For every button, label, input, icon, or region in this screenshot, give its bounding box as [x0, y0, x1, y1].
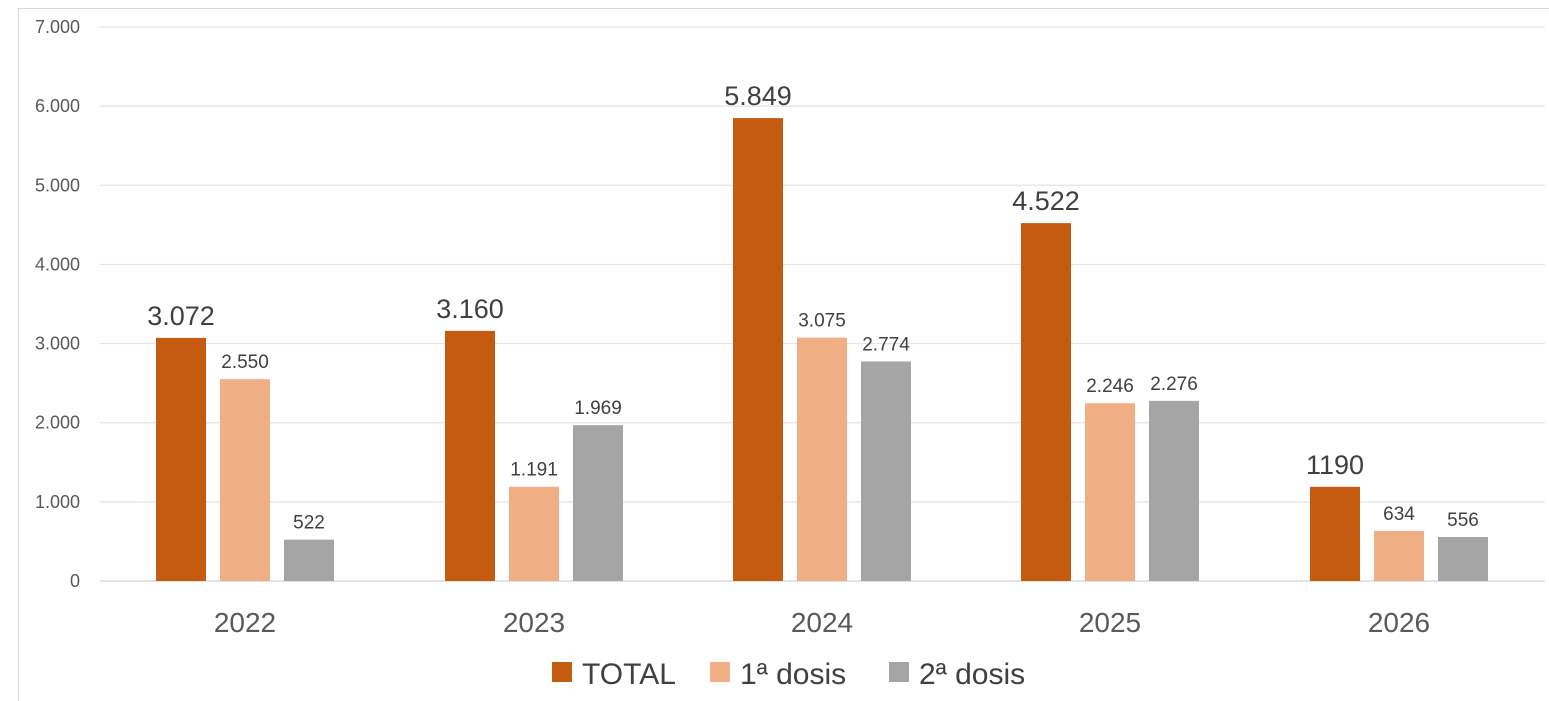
y-tick-label: 5.000	[35, 175, 80, 195]
data-label: 1.191	[510, 460, 558, 481]
bar-total-2024	[733, 118, 783, 581]
legend-label: TOTAL	[582, 658, 676, 691]
bar-second-dose-2022	[284, 539, 334, 581]
y-tick-label: 0	[70, 571, 80, 591]
data-label: 2.276	[1150, 374, 1198, 395]
frame-border-left	[18, 8, 19, 701]
y-tick-label: 2.000	[35, 413, 80, 433]
legend: TOTAL 1ª dosis 2ª dosis	[552, 658, 1025, 691]
data-label: 4.522	[1012, 186, 1080, 216]
bar-first-dose-2022	[220, 379, 270, 581]
x-tick-label: 2025	[1079, 607, 1141, 638]
data-label: 3.160	[436, 294, 504, 324]
data-label: 1.969	[574, 398, 622, 419]
bar-first-dose-2024	[797, 337, 847, 581]
bar-second-dose-2023	[573, 425, 623, 581]
bar-first-dose-2026	[1374, 530, 1424, 581]
bar-total-2026	[1310, 486, 1360, 581]
x-tick-label: 2022	[214, 607, 276, 638]
y-tick-label: 6.000	[35, 96, 80, 116]
y-tick-label: 1.000	[35, 492, 80, 512]
bar-total-2022	[156, 337, 206, 581]
bar-total-2023	[445, 330, 495, 581]
legend-item: 1ª dosis	[710, 658, 846, 691]
bar-second-dose-2024	[861, 361, 911, 581]
x-tick-label: 2024	[791, 607, 853, 638]
bar-second-dose-2026	[1438, 536, 1488, 581]
data-label: 522	[293, 513, 325, 534]
y-tick-label: 3.000	[35, 334, 80, 354]
y-axis-ticks: 0 1.000 2.000 3.000 4.000 5.000 6.000 7.000	[35, 17, 80, 591]
bars	[156, 118, 1488, 581]
legend-item: 2ª dosis	[889, 658, 1025, 691]
bar-first-dose-2025	[1085, 403, 1135, 581]
x-axis-ticks: 2022 2023 2024 2025 2026	[214, 607, 1430, 638]
x-tick-label: 2026	[1368, 607, 1430, 638]
legend-label: 2ª dosis	[919, 658, 1025, 691]
data-label: 3.072	[147, 301, 215, 331]
data-label: 5.849	[724, 81, 792, 111]
legend-label: 1ª dosis	[740, 658, 846, 691]
data-label: 556	[1447, 510, 1479, 531]
frame-border-top	[18, 8, 1549, 9]
data-label: 2.550	[221, 352, 269, 373]
data-label: 2.774	[862, 334, 910, 355]
y-tick-label: 4.000	[35, 254, 80, 274]
bar-total-2025	[1021, 223, 1071, 581]
legend-item: TOTAL	[552, 658, 676, 691]
bar-second-dose-2025	[1149, 400, 1199, 581]
data-label: 634	[1383, 504, 1415, 525]
data-label: 1190	[1306, 450, 1364, 480]
data-label: 2.246	[1086, 376, 1134, 397]
legend-swatch	[552, 662, 572, 682]
legend-swatch	[889, 662, 909, 682]
bar-first-dose-2023	[509, 486, 559, 581]
legend-swatch	[710, 662, 730, 682]
x-tick-label: 2023	[503, 607, 565, 638]
data-label: 3.075	[798, 311, 846, 332]
data-labels: 3.072 2.550 522 3.160 1.191 1.969 5.849 3.075 2.…	[147, 81, 1479, 534]
y-tick-label: 7.000	[35, 17, 80, 37]
